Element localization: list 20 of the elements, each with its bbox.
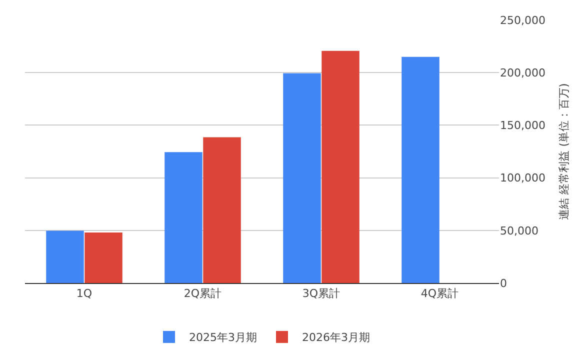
y-tick-label: 100,000 (500, 172, 546, 185)
bar (46, 230, 84, 283)
bar (322, 50, 360, 283)
legend-label: 2026年3月期 (302, 331, 370, 344)
bar (402, 56, 440, 283)
bar (203, 137, 241, 283)
y-tick-label: 150,000 (500, 119, 546, 132)
y-tick-label: 50,000 (500, 224, 538, 238)
x-tick-label: 1Q (76, 287, 92, 300)
y-tick-label: 0 (500, 276, 507, 290)
bar (84, 232, 122, 283)
x-tick-label: 4Q累計 (420, 287, 459, 300)
y-tick-label: 200,000 (500, 66, 546, 80)
y-tick-label: 250,000 (500, 14, 546, 27)
bar (283, 73, 321, 283)
x-tick-label: 3Q累計 (302, 287, 340, 300)
legend-label: 2025年3月期 (189, 331, 257, 344)
x-tick-label: 2Q累計 (184, 287, 222, 300)
bar (164, 152, 202, 283)
y-axis-title: 連結 経常利益 (単位：百万) (558, 83, 571, 220)
